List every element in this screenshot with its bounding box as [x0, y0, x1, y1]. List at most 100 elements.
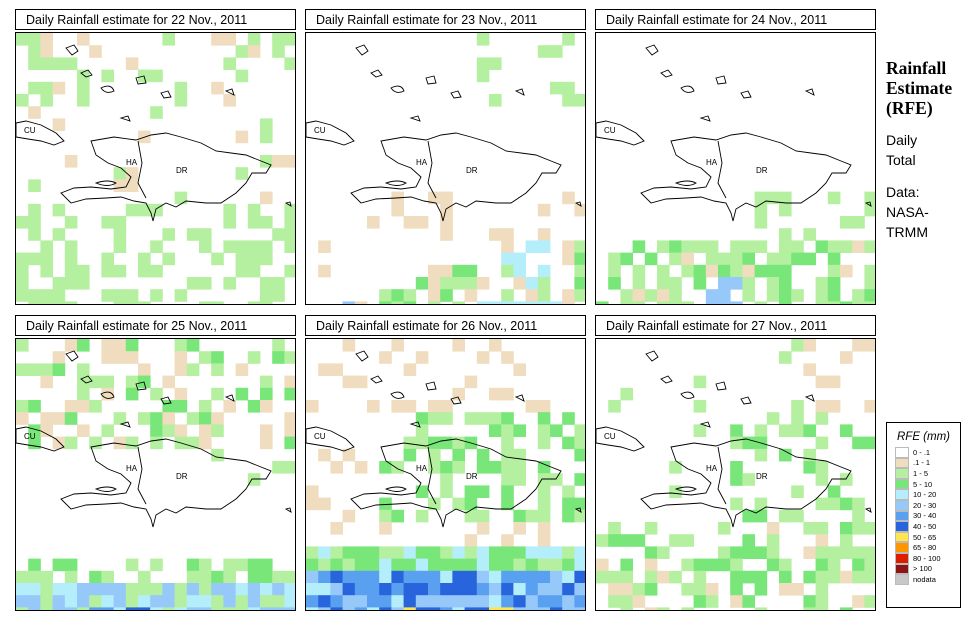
rainfall-cell — [113, 228, 127, 241]
rainfall-cell — [354, 375, 368, 389]
rainfall-cell — [525, 289, 539, 302]
rainfall-cell — [620, 301, 633, 304]
rainfall-cell — [803, 363, 816, 376]
map-panel-nov-23: Daily Rainfall estimate for 23 Nov., 201… — [305, 9, 586, 305]
rainfall-cell — [113, 179, 127, 192]
rainfall-cell — [669, 461, 682, 474]
rainfall-cell — [28, 289, 41, 302]
rainfall-cell — [138, 570, 151, 584]
rainfall-cell — [28, 424, 41, 437]
rainfall-cell — [730, 424, 743, 437]
rainfall-cell — [260, 289, 273, 302]
rainfall-cell — [260, 375, 273, 389]
rainfall-cell — [342, 339, 356, 352]
rainfall-cell — [476, 509, 490, 523]
rainfall-cell — [779, 240, 792, 253]
rainfall-cell — [501, 534, 514, 547]
rainfall-cell — [113, 436, 127, 450]
rainfall-cell — [730, 461, 743, 474]
rainfall-cell — [574, 595, 585, 608]
rainfall-cell — [77, 69, 90, 83]
rainfall-cell — [16, 607, 29, 610]
rainfall-cell — [16, 33, 29, 46]
rainfall-cell — [644, 289, 658, 302]
rainfall-cell — [211, 363, 224, 376]
rainfall-cell — [342, 509, 356, 523]
rainfall-cell — [125, 387, 139, 401]
rainfall-cell — [150, 412, 163, 425]
rainfall-cell — [284, 57, 295, 70]
rainfall-cell — [260, 216, 273, 229]
rainfall-cell — [742, 277, 755, 290]
rainfall-cell — [150, 436, 163, 450]
rainfall-cell — [391, 461, 404, 474]
rainfall-cell — [537, 509, 551, 523]
rainfall-cell — [657, 607, 670, 610]
rainfall-cell — [440, 546, 453, 559]
legend-label: 1 - 5 — [913, 468, 929, 478]
legend-item: 5 - 10 — [895, 478, 960, 490]
rainfall-cell — [489, 57, 502, 70]
rainfall-cell — [632, 264, 646, 278]
rainfall-cell — [330, 607, 343, 610]
rainfall-cell — [199, 436, 212, 450]
rainfall-cell — [464, 558, 478, 572]
rainfall-cell — [791, 509, 804, 523]
rainfall-cell — [657, 546, 670, 559]
rainfall-cell — [537, 264, 551, 278]
rainfall-cell — [174, 363, 188, 376]
rainfall-cell — [342, 583, 356, 596]
rainfall-cell — [779, 509, 792, 523]
rainfall-cell — [525, 509, 539, 523]
rainfall-cell — [525, 583, 539, 596]
rainfall-cell — [223, 607, 236, 610]
rainfall-cell — [840, 570, 853, 584]
rainfall-cell — [669, 534, 682, 547]
legend-label: 5 - 10 — [913, 479, 933, 489]
rainfall-cell — [354, 570, 368, 584]
island-coastline — [450, 90, 462, 99]
rainfall-cell — [827, 485, 841, 498]
map-panel-nov-22: Daily Rainfall estimate for 22 Nov., 201… — [15, 9, 296, 305]
rainfall-cell — [40, 363, 53, 376]
rainfall-cell — [354, 583, 368, 596]
legend-swatch — [895, 542, 909, 553]
rainfall-cell — [766, 412, 780, 425]
rainfall-cell — [562, 191, 575, 205]
cuba-coastline — [306, 426, 355, 452]
rainfall-cell — [113, 264, 127, 278]
rainfall-cell — [513, 301, 526, 304]
rainfall-cell — [89, 45, 102, 58]
rainfall-cell — [77, 583, 90, 596]
rainfall-cell — [64, 595, 78, 608]
rainfall-cell — [779, 264, 792, 278]
rainfall-cell — [513, 546, 526, 559]
rainfall-cell — [489, 424, 502, 437]
rainfall-cell — [693, 400, 707, 413]
legend-item: 50 - 65 — [895, 531, 960, 543]
rainfall-cell — [391, 400, 404, 413]
rainfall-cell — [428, 400, 441, 413]
rainfall-cell — [64, 57, 78, 70]
rainfall-cell — [247, 473, 261, 486]
rainfall-cell — [174, 595, 188, 608]
rainfall-cell — [815, 436, 829, 450]
rainfall-cell — [562, 546, 575, 559]
rainfall-cell — [791, 424, 804, 437]
rainfall-cell — [211, 607, 224, 610]
rainfall-cell — [52, 436, 66, 450]
rainfall-cell — [284, 387, 295, 401]
island-coastline — [119, 421, 131, 428]
rainfall-cell — [174, 583, 188, 596]
rainfall-cell — [64, 216, 78, 229]
rainfall-cell — [864, 436, 875, 450]
rainfall-cell — [186, 583, 200, 596]
rainfall-cell — [440, 412, 453, 425]
rainfall-cell — [574, 277, 585, 290]
rainfall-cell — [150, 424, 163, 437]
rainfall-cell — [40, 94, 53, 107]
legend-item: 40 - 50 — [895, 521, 960, 532]
cuba-coastline — [16, 120, 65, 146]
rainfall-cell — [827, 558, 841, 572]
rainfall-cell — [657, 240, 670, 253]
